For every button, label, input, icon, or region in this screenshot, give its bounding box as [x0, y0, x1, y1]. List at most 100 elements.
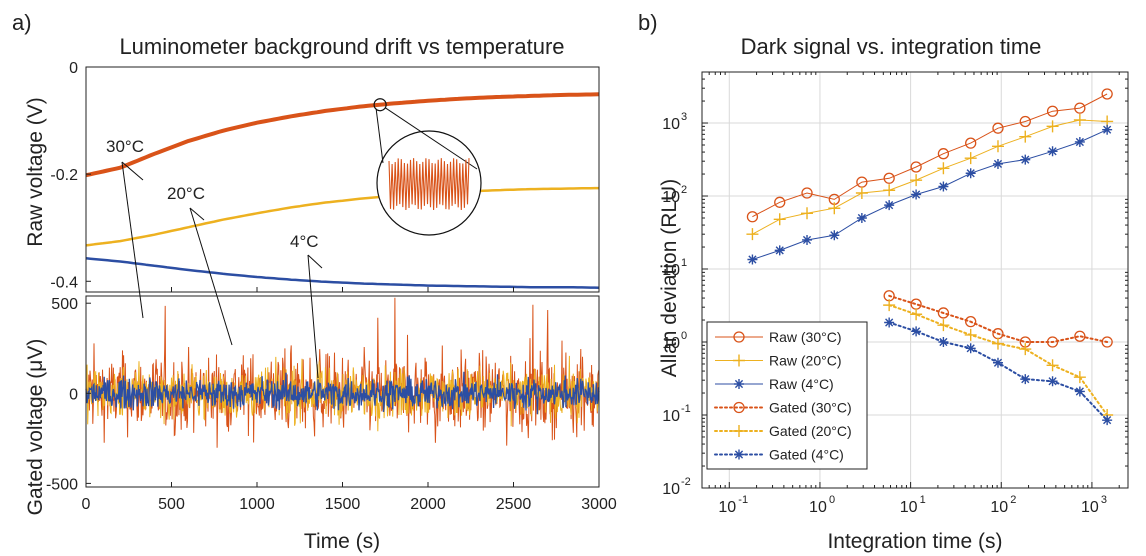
allan-point — [938, 181, 949, 192]
allan-xtick-exponent: 1 — [920, 494, 926, 506]
temperature-annotations: 30°C 20°C 4°C — [106, 137, 323, 379]
gated-ytick-label: -500 — [46, 476, 78, 493]
legend-label: Raw (4°C) — [769, 376, 834, 392]
legend-label: Gated (20°C) — [769, 423, 852, 439]
gated-series-line-2 — [85, 371, 600, 415]
allan-xtick-exponent: 2 — [1010, 494, 1016, 506]
allan-point — [829, 230, 840, 241]
legend-marker — [733, 401, 745, 414]
allan-point — [774, 196, 786, 208]
legend-marker — [734, 379, 744, 389]
raw-series-line-2 — [85, 257, 600, 289]
allan-ytick-exponent: 2 — [681, 184, 687, 196]
allan-point — [910, 161, 922, 173]
allan-point — [883, 184, 896, 197]
gated-xtick-label: 500 — [158, 496, 185, 513]
allan-point — [937, 307, 950, 319]
legend-label: Gated (30°C) — [769, 400, 852, 416]
allan-point — [937, 148, 950, 160]
allan-ytick-exponent: -2 — [681, 476, 691, 488]
allan-point — [937, 162, 950, 175]
allan-point — [1047, 146, 1058, 157]
gated-xtick-label: 1500 — [325, 496, 361, 513]
allan-point — [856, 176, 868, 188]
allan-xtick-label: 10 — [809, 499, 827, 516]
allan-point — [883, 299, 896, 312]
gated-voltage-ylabel: Gated voltage (μV) — [24, 339, 47, 516]
zoom-oscillation-line — [388, 158, 470, 211]
annotation-pointer-line — [307, 254, 319, 379]
gated-xtick-label: 3000 — [581, 496, 617, 513]
zoom-connector — [384, 107, 478, 170]
legend-label: Gated (4°C) — [769, 447, 844, 463]
allan-plot-frame — [701, 71, 1129, 489]
allan-point — [884, 317, 895, 328]
allan-xtick-label: 10 — [718, 499, 736, 516]
allan-point — [801, 207, 814, 220]
allan-point — [1019, 115, 1031, 128]
allan-xtick-label: 10 — [1081, 499, 1099, 516]
allan-point — [1073, 114, 1086, 126]
allan-point — [884, 200, 895, 211]
allan-point — [1102, 124, 1113, 135]
allan-point — [992, 158, 1003, 169]
legend-marker — [734, 449, 744, 460]
raw-ytick-label: -0.4 — [50, 274, 78, 291]
allan-series-line-3 — [888, 294, 1109, 343]
allan-xtick-exponent: -1 — [738, 494, 748, 506]
allan-point — [991, 337, 1004, 350]
allan-ytick-label: 10 — [662, 335, 680, 352]
allan-point — [964, 152, 977, 165]
allan-point — [992, 357, 1003, 368]
allan-xtick-label: 10 — [900, 499, 918, 516]
allan-point — [828, 202, 841, 215]
allan-point — [746, 211, 759, 223]
legend-marker — [733, 425, 745, 437]
raw-ytick-label: 0 — [69, 60, 78, 77]
allan-point — [911, 326, 922, 337]
raw-ytick-label: -0.2 — [50, 167, 78, 184]
allan-point — [855, 186, 868, 199]
allan-point — [1073, 371, 1086, 384]
allan-point — [746, 228, 759, 241]
gated-xtick-label: 0 — [82, 496, 91, 513]
zoom-inset-circle — [376, 130, 482, 236]
allan-ytick-label: 10 — [662, 408, 680, 425]
gated-xtick-label: 1000 — [239, 496, 275, 513]
allan-ytick-label: 10 — [662, 116, 680, 133]
panel-a-title: Luminometer background drift vs temperat… — [119, 34, 564, 59]
allan-point — [938, 337, 949, 348]
annotation-pointer-line — [121, 161, 144, 319]
allan-series-line-2 — [752, 129, 1108, 260]
allan-point — [1046, 359, 1059, 372]
allan-point — [991, 140, 1004, 153]
allan-xtick-exponent: 0 — [829, 494, 835, 506]
gated-ytick-label: 0 — [69, 386, 78, 403]
legend-label: Raw (30°C) — [769, 329, 842, 345]
allan-point — [1101, 336, 1113, 348]
allan-ytick-exponent: 1 — [681, 257, 687, 269]
allan-point — [1046, 120, 1059, 133]
allan-point — [1102, 415, 1113, 426]
gated-xtick-label: 2500 — [496, 496, 532, 513]
allan-point — [801, 187, 813, 199]
legend-box — [706, 321, 868, 470]
raw-voltage-plot: 0 -0.2 -0.4 — [50, 60, 600, 293]
allan-point — [992, 328, 1004, 340]
raw-series-line-1 — [85, 186, 599, 247]
allan-point — [1020, 374, 1031, 385]
allan-point — [1074, 136, 1085, 147]
allan-point — [964, 328, 977, 341]
allan-point — [910, 308, 923, 321]
annotation-30c: 30°C — [106, 137, 144, 156]
raw-series-line-0 — [85, 92, 600, 178]
allan-ylabel: Allan deviation (RLU) — [658, 179, 681, 377]
annotation-pointer-line — [189, 207, 233, 346]
allan-point — [911, 189, 922, 200]
allan-point — [1019, 343, 1032, 356]
allan-point — [883, 172, 895, 184]
allan-deviation-plot: 10 -1 10 0 10 1 10 2 10 310 -210 -110 010 110 210 3 — [662, 71, 1129, 516]
zoom-marker-circle — [373, 98, 387, 112]
gated-ytick-label: 500 — [51, 296, 78, 313]
